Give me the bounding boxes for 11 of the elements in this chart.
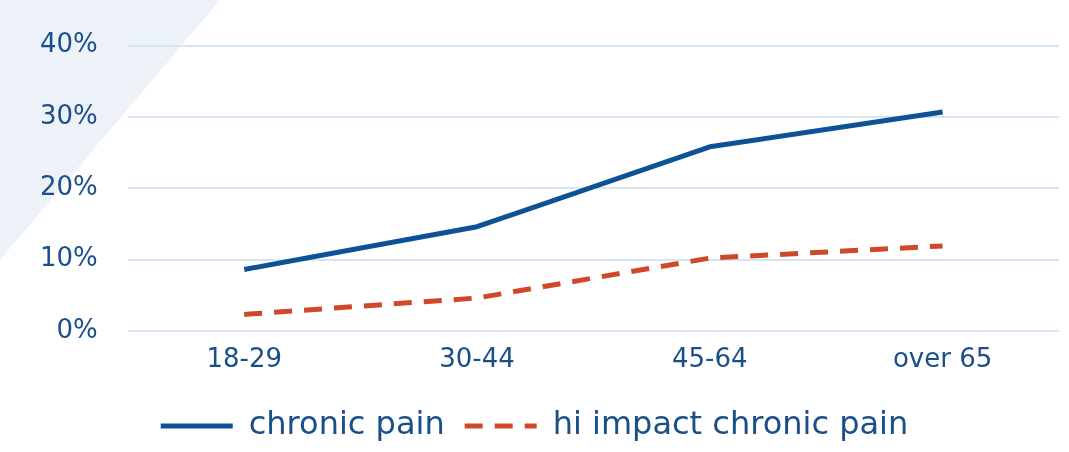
x-tick-label: 45-64 (672, 343, 748, 374)
x-tick-label: 18-29 (206, 343, 282, 374)
x-tick-label: 30-44 (439, 343, 515, 374)
legend-label: hi impact chronic pain (552, 404, 909, 443)
x-tick-label: over 65 (892, 343, 993, 374)
y-tick-label: 10% (39, 242, 98, 273)
y-tick-label: 40% (39, 28, 98, 59)
y-tick-label: 30% (39, 99, 98, 130)
y-tick-label: 0% (56, 313, 98, 344)
legend-label: chronic pain (248, 404, 445, 443)
y-tick-label: 20% (39, 170, 98, 201)
